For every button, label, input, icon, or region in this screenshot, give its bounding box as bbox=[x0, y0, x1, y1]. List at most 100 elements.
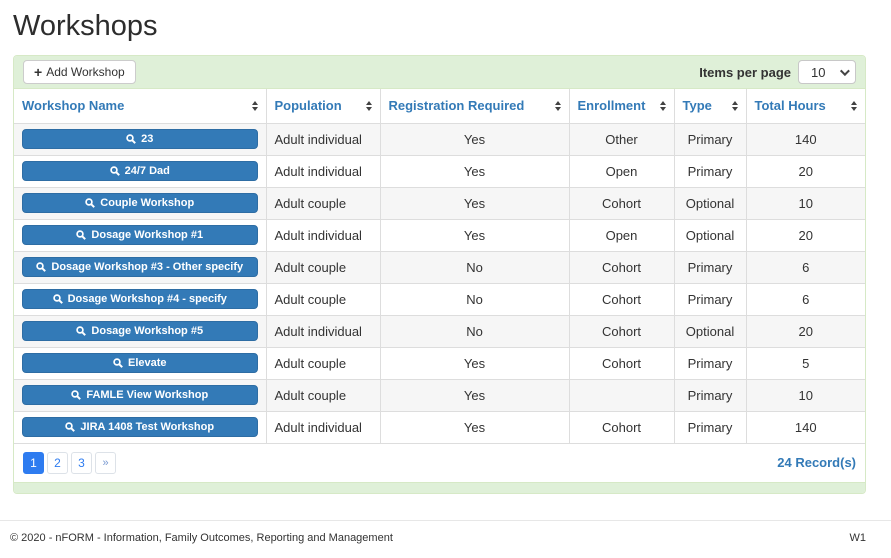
registration-required-cell: Yes bbox=[380, 186, 570, 219]
registration-required-cell: Yes bbox=[380, 346, 570, 379]
enrollment-cell: Open bbox=[569, 154, 675, 187]
total-hours-cell: 140 bbox=[746, 410, 865, 444]
sort-icon[interactable] bbox=[251, 100, 258, 111]
type-cell: Optional bbox=[674, 314, 747, 347]
total-hours-cell: 20 bbox=[746, 314, 865, 347]
workshop-name-label: JIRA 1408 Test Workshop bbox=[80, 420, 215, 433]
registration-required-cell: No bbox=[380, 314, 570, 347]
workshop-link-button[interactable]: FAMLE View Workshop bbox=[22, 385, 258, 405]
table-row: Dosage Workshop #4 - specify Adult coupl… bbox=[14, 282, 865, 315]
total-hours-cell: 6 bbox=[746, 250, 865, 283]
type-cell: Primary bbox=[674, 378, 747, 411]
workshop-link-button[interactable]: JIRA 1408 Test Workshop bbox=[22, 417, 258, 437]
population-cell: Adult individual bbox=[266, 218, 381, 251]
pagination-bar: 1 2 3 » 24 Record(s) bbox=[14, 443, 865, 482]
column-header-registration-required[interactable]: Registration Required bbox=[380, 89, 570, 124]
workshop-name-cell: Couple Workshop bbox=[14, 186, 267, 219]
column-header-enrollment[interactable]: Enrollment bbox=[569, 89, 675, 124]
pagination: 1 2 3 » bbox=[23, 451, 116, 474]
table-row: Dosage Workshop #3 - Other specify Adult… bbox=[14, 250, 865, 283]
total-hours-cell: 20 bbox=[746, 218, 865, 251]
population-cell: Adult couple bbox=[266, 282, 381, 315]
table-row: 23 Adult individual Yes Other Primary 14… bbox=[14, 122, 865, 155]
sort-icon[interactable] bbox=[554, 100, 561, 111]
table-row: Dosage Workshop #1 Adult individual Yes … bbox=[14, 218, 865, 251]
type-cell: Optional bbox=[674, 186, 747, 219]
sort-icon[interactable] bbox=[365, 100, 372, 111]
column-label: Workshop Name bbox=[22, 98, 125, 114]
type-cell: Primary bbox=[674, 250, 747, 283]
items-per-page-label: Items per page bbox=[699, 64, 791, 80]
workshop-name-cell: JIRA 1408 Test Workshop bbox=[14, 410, 267, 444]
records-count: 24 Record(s) bbox=[777, 455, 856, 470]
column-label: Registration Required bbox=[388, 98, 525, 114]
add-workshop-label: Add Workshop bbox=[46, 65, 125, 79]
population-cell: Adult individual bbox=[266, 122, 381, 155]
sort-icon[interactable] bbox=[851, 100, 857, 111]
search-icon bbox=[71, 390, 82, 400]
registration-required-cell: Yes bbox=[380, 154, 570, 187]
column-label: Enrollment bbox=[577, 98, 646, 114]
workshop-name-cell: Elevate bbox=[14, 346, 267, 379]
copyright-text: © 2020 - nFORM - Information, Family Out… bbox=[10, 532, 393, 544]
search-icon bbox=[76, 230, 87, 240]
registration-required-cell: Yes bbox=[380, 410, 570, 444]
enrollment-cell: Cohort bbox=[569, 314, 675, 347]
version-code: W1 bbox=[849, 532, 867, 544]
population-cell: Adult individual bbox=[266, 314, 381, 347]
registration-required-cell: Yes bbox=[380, 378, 570, 411]
registration-required-cell: No bbox=[380, 250, 570, 283]
workshop-name-cell: 23 bbox=[14, 122, 267, 155]
column-label: Total Hours bbox=[754, 98, 826, 114]
workshop-name-label: Dosage Workshop #4 - specify bbox=[67, 292, 227, 305]
sort-icon[interactable] bbox=[731, 100, 738, 111]
enrollment-cell: Open bbox=[569, 218, 675, 251]
enrollment-cell: Cohort bbox=[569, 186, 675, 219]
total-hours-cell: 20 bbox=[746, 154, 865, 187]
enrollment-cell: Cohort bbox=[569, 250, 675, 283]
workshop-link-button[interactable]: 24/7 Dad bbox=[22, 161, 258, 181]
workshop-link-button[interactable]: Dosage Workshop #1 bbox=[22, 225, 258, 245]
table-row: 24/7 Dad Adult individual Yes Open Prima… bbox=[14, 154, 865, 187]
items-per-page-value: 10 bbox=[811, 64, 826, 80]
population-cell: Adult couple bbox=[266, 378, 381, 411]
total-hours-cell: 6 bbox=[746, 282, 865, 315]
page-button-2[interactable]: 2 bbox=[47, 451, 68, 474]
search-icon bbox=[85, 198, 96, 208]
population-cell: Adult couple bbox=[266, 250, 381, 283]
items-per-page-select[interactable]: 10 bbox=[798, 60, 856, 84]
workshop-link-button[interactable]: Dosage Workshop #5 bbox=[22, 321, 258, 341]
enrollment-cell: Cohort bbox=[569, 346, 675, 379]
page-button-next[interactable]: » bbox=[95, 451, 116, 474]
workshop-name-cell: Dosage Workshop #4 - specify bbox=[14, 282, 267, 315]
column-header-type[interactable]: Type bbox=[674, 89, 747, 124]
workshop-name-label: FAMLE View Workshop bbox=[86, 388, 209, 401]
population-cell: Adult couple bbox=[266, 346, 381, 379]
workshop-name-cell: Dosage Workshop #5 bbox=[14, 314, 267, 347]
page-title: Workshops bbox=[13, 10, 158, 42]
column-header-population[interactable]: Population bbox=[266, 89, 381, 124]
workshop-link-button[interactable]: 23 bbox=[22, 129, 258, 149]
type-cell: Primary bbox=[674, 410, 747, 444]
workshop-link-button[interactable]: Dosage Workshop #4 - specify bbox=[22, 289, 258, 309]
sort-icon[interactable] bbox=[659, 100, 666, 111]
enrollment-cell: Other bbox=[569, 122, 675, 155]
workshops-table: Workshop Name Population Registration Re… bbox=[14, 89, 865, 444]
column-header-total-hours[interactable]: Total Hours bbox=[746, 89, 865, 124]
workshop-link-button[interactable]: Dosage Workshop #3 - Other specify bbox=[22, 257, 258, 277]
workshop-link-button[interactable]: Couple Workshop bbox=[22, 193, 258, 213]
population-cell: Adult individual bbox=[266, 410, 381, 444]
items-per-page-control: Items per page 10 bbox=[699, 60, 856, 84]
workshop-link-button[interactable]: Elevate bbox=[22, 353, 258, 373]
type-cell: Optional bbox=[674, 218, 747, 251]
plus-icon: + bbox=[34, 64, 43, 80]
add-workshop-button[interactable]: + Add Workshop bbox=[23, 60, 136, 84]
type-cell: Primary bbox=[674, 122, 747, 155]
enrollment-cell: Cohort bbox=[569, 282, 675, 315]
registration-required-cell: Yes bbox=[380, 122, 570, 155]
search-icon bbox=[36, 262, 47, 272]
page-button-1[interactable]: 1 bbox=[23, 451, 44, 474]
page-button-3[interactable]: 3 bbox=[71, 451, 92, 474]
column-header-workshop-name[interactable]: Workshop Name bbox=[14, 89, 267, 124]
search-icon bbox=[126, 134, 137, 144]
